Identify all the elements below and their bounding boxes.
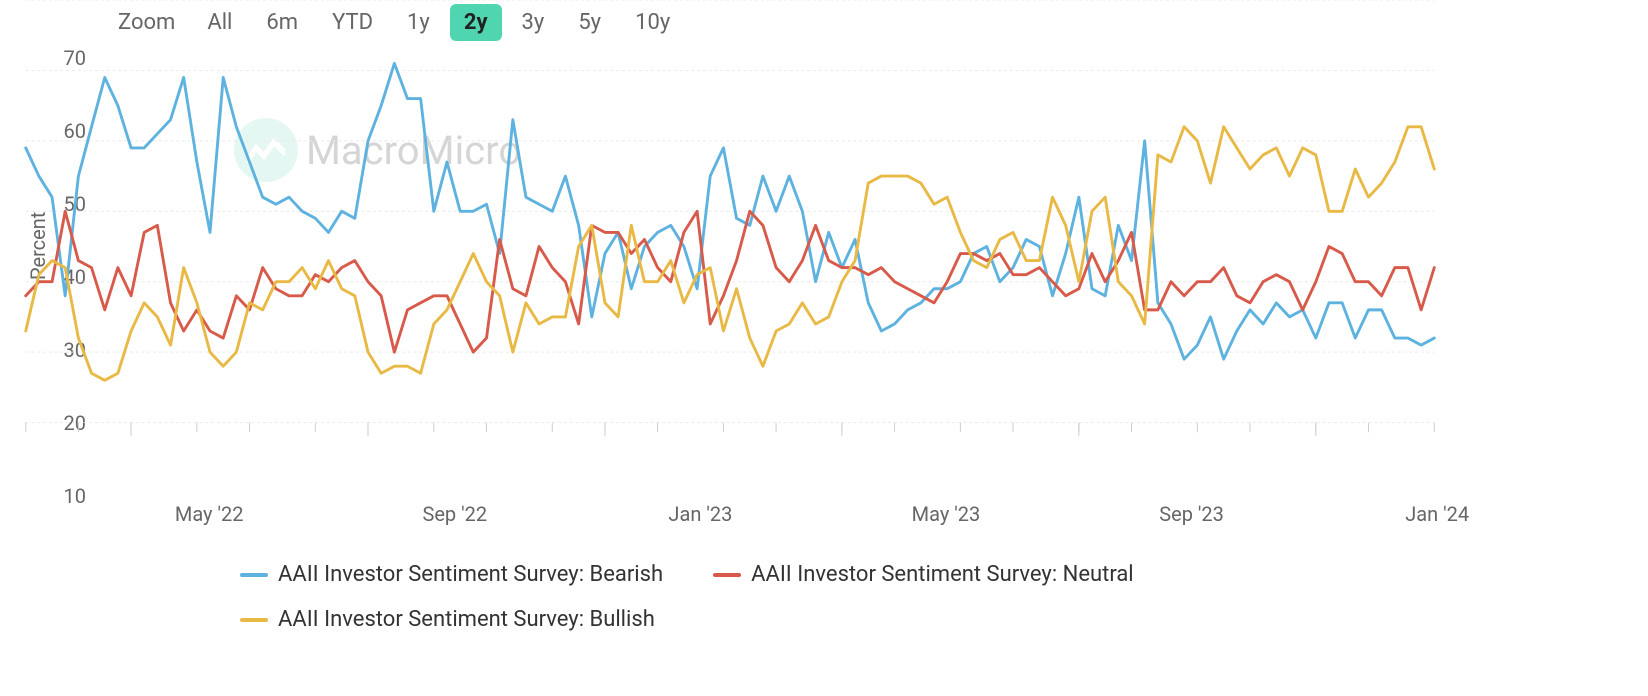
- legend-swatch: [713, 573, 741, 577]
- legend-item[interactable]: AAII Investor Sentiment Survey: Neutral: [713, 562, 1134, 587]
- legend-label: AAII Investor Sentiment Survey: Neutral: [751, 562, 1134, 587]
- legend-swatch: [240, 618, 268, 622]
- series-line: [26, 127, 1435, 381]
- legend-label: AAII Investor Sentiment Survey: Bearish: [278, 562, 663, 587]
- x-tick-label: Sep '23: [1159, 502, 1224, 526]
- x-tick-label: Jan '24: [1405, 502, 1469, 526]
- x-tick-label: Jan '23: [668, 502, 732, 526]
- chart-legend: AAII Investor Sentiment Survey: Bearish A…: [240, 562, 1440, 632]
- x-tick-label: May '23: [912, 502, 981, 526]
- legend-label: AAII Investor Sentiment Survey: Bullish: [278, 607, 655, 632]
- line-chart: [0, 0, 1460, 438]
- legend-item[interactable]: AAII Investor Sentiment Survey: Bullish: [240, 607, 655, 632]
- x-tick-label: May '22: [175, 502, 244, 526]
- x-tick-label: Sep '22: [422, 502, 487, 526]
- legend-item[interactable]: AAII Investor Sentiment Survey: Bearish: [240, 562, 663, 587]
- y-tick-label: 10: [56, 484, 86, 508]
- legend-swatch: [240, 573, 268, 577]
